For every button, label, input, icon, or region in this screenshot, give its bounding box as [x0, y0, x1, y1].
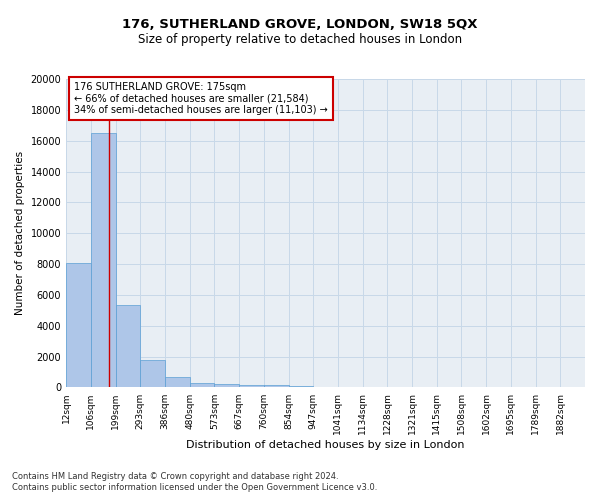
Bar: [116, 305, 140, 388]
Text: Contains public sector information licensed under the Open Government Licence v3: Contains public sector information licen…: [12, 484, 377, 492]
Y-axis label: Number of detached properties: Number of detached properties: [15, 151, 25, 316]
Bar: [289, 386, 313, 388]
Bar: [165, 376, 190, 388]
Bar: [239, 385, 264, 388]
Text: Contains HM Land Registry data © Crown copyright and database right 2024.: Contains HM Land Registry data © Crown c…: [12, 472, 338, 481]
Bar: [91, 133, 116, 388]
X-axis label: Distribution of detached houses by size in London: Distribution of detached houses by size …: [187, 440, 465, 450]
Text: Size of property relative to detached houses in London: Size of property relative to detached ho…: [138, 32, 462, 46]
Text: 176 SUTHERLAND GROVE: 175sqm
← 66% of detached houses are smaller (21,584)
34% o: 176 SUTHERLAND GROVE: 175sqm ← 66% of de…: [74, 82, 328, 116]
Bar: [214, 384, 239, 388]
Bar: [264, 385, 289, 388]
Text: 176, SUTHERLAND GROVE, LONDON, SW18 5QX: 176, SUTHERLAND GROVE, LONDON, SW18 5QX: [122, 18, 478, 30]
Bar: [66, 262, 91, 388]
Bar: [140, 360, 165, 388]
Bar: [190, 382, 214, 388]
